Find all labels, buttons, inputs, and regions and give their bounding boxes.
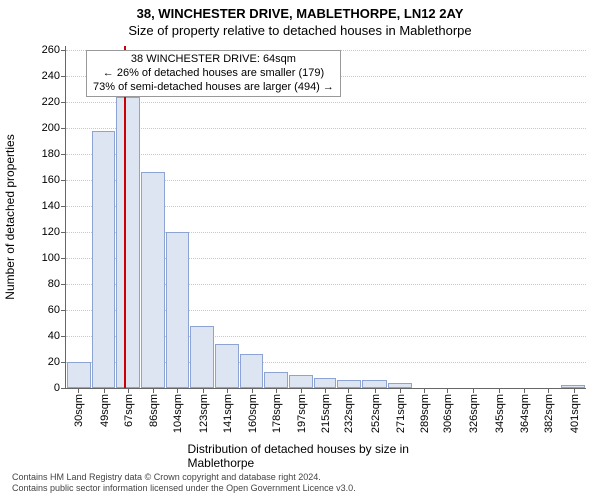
- xtick-label: 382sqm: [541, 394, 555, 433]
- xtick-label: 178sqm: [269, 394, 283, 433]
- gridline: [66, 102, 586, 103]
- xtick-label: 197sqm: [294, 394, 308, 433]
- histogram-bar: [215, 344, 239, 388]
- xtick-label: 289sqm: [417, 394, 431, 433]
- histogram-bar: [190, 326, 214, 388]
- ytick-label: 100: [42, 252, 66, 264]
- xtick-mark: [524, 388, 525, 393]
- ytick-label: 40: [48, 330, 66, 342]
- xtick-mark: [348, 388, 349, 393]
- xtick-label: 326sqm: [466, 394, 480, 433]
- xtick-label: 123sqm: [196, 394, 210, 433]
- annotation-box: 38 WINCHESTER DRIVE: 64sqm← 26% of detac…: [86, 50, 341, 97]
- ytick-label: 260: [42, 44, 66, 56]
- attribution-footer: Contains HM Land Registry data © Crown c…: [12, 472, 356, 494]
- xtick-label: 401sqm: [567, 394, 581, 433]
- histogram-bar: [264, 372, 288, 388]
- xtick-mark: [400, 388, 401, 393]
- xtick-label: 345sqm: [492, 394, 506, 433]
- y-axis-label: Number of detached properties: [3, 134, 17, 299]
- xtick-mark: [447, 388, 448, 393]
- xtick-mark: [128, 388, 129, 393]
- ytick-label: 20: [48, 356, 66, 368]
- xtick-label: 104sqm: [170, 394, 184, 433]
- xtick-mark: [177, 388, 178, 393]
- ytick-label: 160: [42, 174, 66, 186]
- histogram-bar: [240, 354, 264, 388]
- xtick-label: 30sqm: [71, 394, 85, 427]
- ytick-label: 60: [48, 304, 66, 316]
- histogram-bar: [141, 172, 165, 388]
- page-title: 38, WINCHESTER DRIVE, MABLETHORPE, LN12 …: [0, 0, 600, 21]
- histogram-bar: [362, 380, 387, 388]
- xtick-mark: [424, 388, 425, 393]
- histogram-bar: [166, 232, 190, 388]
- xtick-mark: [104, 388, 105, 393]
- annotation-line: ← 26% of detached houses are smaller (17…: [93, 67, 334, 81]
- footer-line: Contains public sector information licen…: [12, 483, 356, 494]
- xtick-mark: [252, 388, 253, 393]
- histogram-bar: [67, 362, 91, 388]
- gridline: [66, 128, 586, 129]
- annotation-line: 38 WINCHESTER DRIVE: 64sqm: [93, 53, 334, 67]
- ytick-label: 220: [42, 96, 66, 108]
- xtick-mark: [78, 388, 79, 393]
- xtick-mark: [203, 388, 204, 393]
- reference-line: [124, 46, 126, 388]
- xtick-label: 232sqm: [341, 394, 355, 433]
- page-subtitle: Size of property relative to detached ho…: [0, 21, 600, 38]
- ytick-label: 180: [42, 148, 66, 160]
- xtick-label: 49sqm: [97, 394, 111, 427]
- xtick-mark: [548, 388, 549, 393]
- xtick-label: 364sqm: [517, 394, 531, 433]
- xtick-label: 271sqm: [393, 394, 407, 433]
- histogram-plot: 02040608010012014016018020022024026030sq…: [65, 46, 586, 389]
- ytick-label: 200: [42, 122, 66, 134]
- ytick-label: 240: [42, 70, 66, 82]
- xtick-mark: [153, 388, 154, 393]
- xtick-mark: [375, 388, 376, 393]
- xtick-mark: [301, 388, 302, 393]
- xtick-mark: [276, 388, 277, 393]
- gridline: [66, 154, 586, 155]
- xtick-label: 160sqm: [245, 394, 259, 433]
- histogram-bar: [289, 375, 313, 388]
- x-axis-label: Distribution of detached houses by size …: [188, 442, 463, 470]
- ytick-label: 80: [48, 278, 66, 290]
- xtick-label: 86sqm: [146, 394, 160, 427]
- xtick-label: 141sqm: [220, 394, 234, 433]
- xtick-mark: [227, 388, 228, 393]
- xtick-label: 306sqm: [440, 394, 454, 433]
- ytick-label: 120: [42, 226, 66, 238]
- ytick-label: 0: [54, 382, 66, 394]
- xtick-mark: [473, 388, 474, 393]
- footer-line: Contains HM Land Registry data © Crown c…: [12, 472, 356, 483]
- xtick-mark: [499, 388, 500, 393]
- histogram-bar: [314, 378, 336, 388]
- histogram-bar: [116, 97, 140, 388]
- histogram-bar: [337, 380, 361, 388]
- xtick-label: 67sqm: [121, 394, 135, 427]
- histogram-bar: [92, 131, 116, 388]
- ytick-label: 140: [42, 200, 66, 212]
- xtick-mark: [574, 388, 575, 393]
- xtick-label: 252sqm: [368, 394, 382, 433]
- annotation-line: 73% of semi-detached houses are larger (…: [93, 81, 334, 95]
- xtick-mark: [325, 388, 326, 393]
- xtick-label: 215sqm: [318, 394, 332, 433]
